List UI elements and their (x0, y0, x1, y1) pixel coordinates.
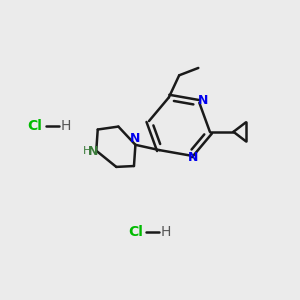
Text: N: N (130, 132, 141, 145)
Text: H: H (83, 146, 92, 156)
Text: N: N (88, 145, 98, 158)
Text: N: N (188, 152, 198, 164)
Text: H: H (61, 119, 71, 134)
Text: Cl: Cl (128, 225, 143, 239)
Text: N: N (198, 94, 208, 107)
Text: H: H (161, 225, 171, 239)
Text: Cl: Cl (28, 119, 43, 134)
